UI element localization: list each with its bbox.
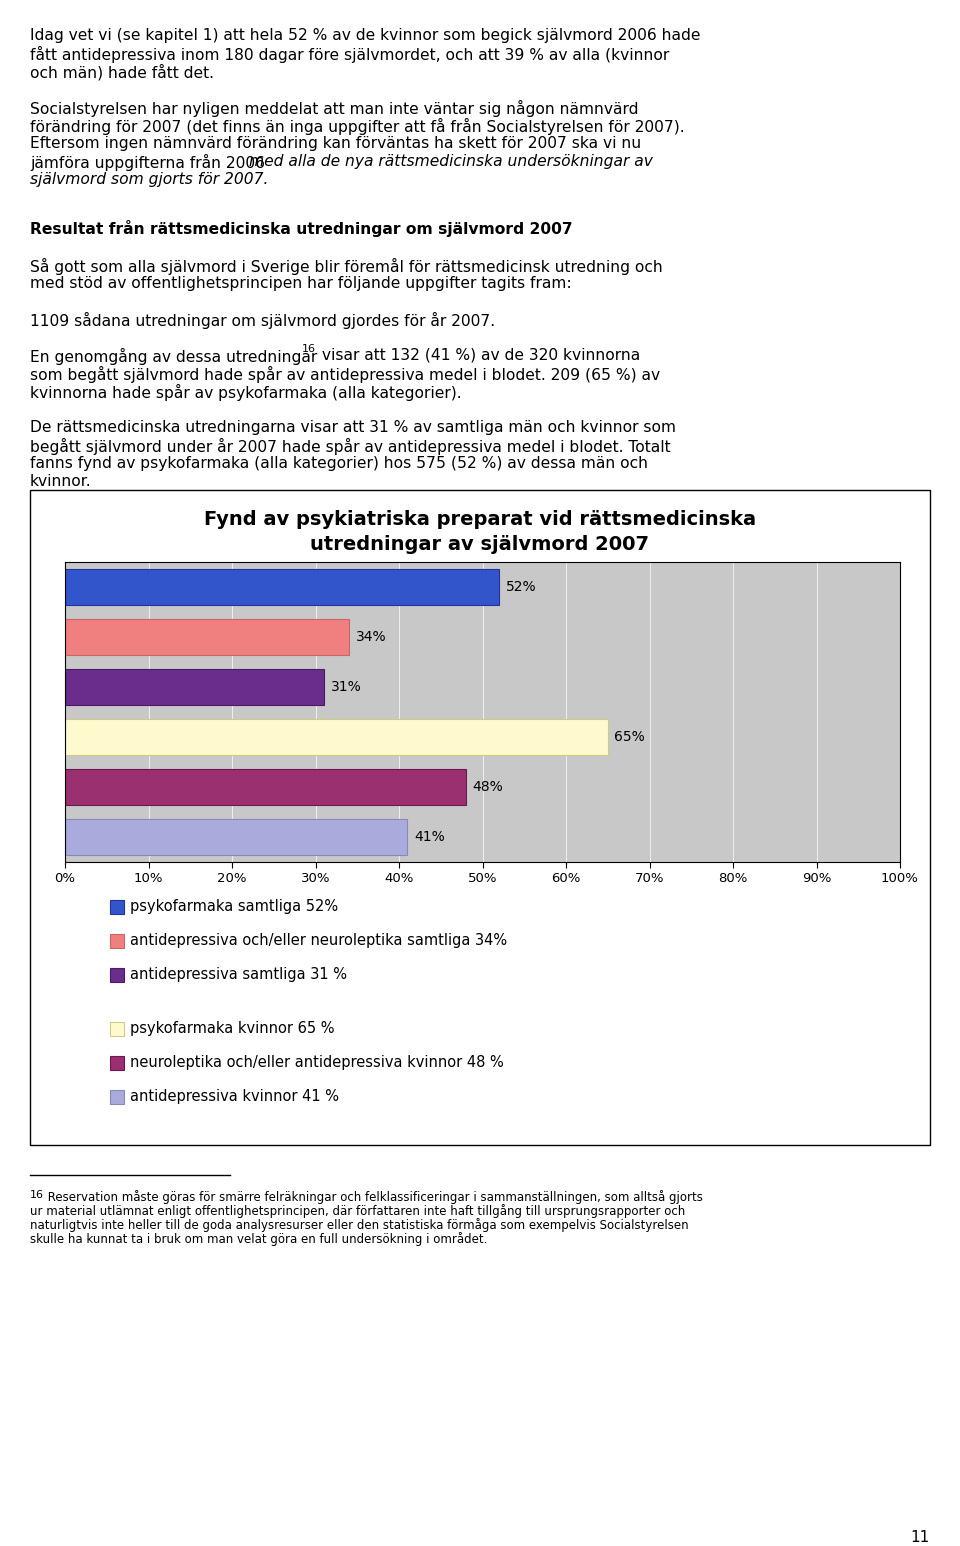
Text: fått antidepressiva inom 180 dagar före självmordet, och att 39 % av alla (kvinn: fått antidepressiva inom 180 dagar före … [30,46,669,63]
Text: fanns fynd av psykofarmaka (alla kategorier) hos 575 (52 %) av dessa män och: fanns fynd av psykofarmaka (alla kategor… [30,456,648,472]
Text: Eftersom ingen nämnvärd förändring kan förväntas ha skett för 2007 ska vi nu: Eftersom ingen nämnvärd förändring kan f… [30,136,641,152]
Text: Reservation måste göras för smärre felräkningar och felklassificeringar i samman: Reservation måste göras för smärre felrä… [44,1190,703,1204]
Bar [110,1090,124,1104]
Text: De rättsmedicinska utredningarna visar att 31 % av samtliga män och kvinnor som: De rättsmedicinska utredningarna visar a… [30,421,676,434]
Text: jämföra uppgifterna från 2006: jämföra uppgifterna från 2006 [30,155,270,172]
Text: naturligtvis inte heller till de goda analysresurser eller den statistiska förmå: naturligtvis inte heller till de goda an… [30,1218,688,1232]
Bar [30,490,930,1146]
Text: psykofarmaka samtliga 52%: psykofarmaka samtliga 52% [130,900,338,915]
Text: Socialstyrelsen har nyligen meddelat att man inte väntar sig någon nämnvärd: Socialstyrelsen har nyligen meddelat att… [30,100,638,117]
Bar [65,618,348,656]
Text: 52%: 52% [506,580,537,594]
Text: 1109 sådana utredningar om självmord gjordes för år 2007.: 1109 sådana utredningar om självmord gjo… [30,312,495,329]
Text: 65%: 65% [614,730,645,744]
Text: och män) hade fått det.: och män) hade fått det. [30,63,214,80]
Text: 31%: 31% [330,680,361,694]
Bar [65,669,324,705]
Text: utredningar av självmord 2007: utredningar av självmord 2007 [310,535,650,553]
Text: Resultat från rättsmedicinska utredningar om självmord 2007: Resultat från rättsmedicinska utredninga… [30,220,572,237]
Text: som begått självmord hade spår av antidepressiva medel i blodet. 209 (65 %) av: som begått självmord hade spår av antide… [30,366,660,383]
Bar [65,719,608,754]
Bar [65,569,499,604]
Text: Så gott som alla självmord i Sverige blir föremål för rättsmedicinsk utredning o: Så gott som alla självmord i Sverige bli… [30,258,662,275]
Bar [110,1056,124,1070]
Text: förändring för 2007 (det finns än inga uppgifter att få från Socialstyrelsen för: förändring för 2007 (det finns än inga u… [30,117,684,135]
Bar [110,1022,124,1036]
Text: 16: 16 [302,345,316,354]
Text: 11: 11 [911,1531,930,1544]
Bar [65,768,466,805]
Text: begått självmord under år 2007 hade spår av antidepressiva medel i blodet. Total: begått självmord under år 2007 hade spår… [30,438,671,455]
Text: visar att 132 (41 %) av de 320 kvinnorna: visar att 132 (41 %) av de 320 kvinnorna [317,348,640,363]
Bar [110,934,124,948]
Text: 48%: 48% [472,781,503,795]
Bar [110,968,124,982]
Text: kvinnor.: kvinnor. [30,475,91,489]
Text: Idag vet vi (se kapitel 1) att hela 52 % av de kvinnor som begick självmord 2006: Idag vet vi (se kapitel 1) att hela 52 %… [30,28,701,43]
Text: skulle ha kunnat ta i bruk om man velat göra en full undersökning i området.: skulle ha kunnat ta i bruk om man velat … [30,1232,488,1246]
Text: En genomgång av dessa utredningar: En genomgång av dessa utredningar [30,348,323,365]
Text: med alla de nya rättsmedicinska undersökningar av: med alla de nya rättsmedicinska undersök… [249,155,653,169]
Bar [65,819,407,855]
Text: antidepressiva kvinnor 41 %: antidepressiva kvinnor 41 % [130,1090,339,1104]
Text: ur material utlämnat enligt offentlighetsprincipen, där författaren inte haft ti: ur material utlämnat enligt offentlighet… [30,1204,685,1218]
Text: med stöd av offentlighetsprincipen har följande uppgifter tagits fram:: med stöd av offentlighetsprincipen har f… [30,277,571,291]
Text: neuroleptika och/eller antidepressiva kvinnor 48 %: neuroleptika och/eller antidepressiva kv… [130,1056,504,1070]
Text: psykofarmaka kvinnor 65 %: psykofarmaka kvinnor 65 % [130,1022,334,1036]
Text: 34%: 34% [355,631,386,645]
Text: Fynd av psykiatriska preparat vid rättsmedicinska: Fynd av psykiatriska preparat vid rättsm… [204,510,756,529]
Text: antidepressiva samtliga 31 %: antidepressiva samtliga 31 % [130,968,347,983]
Text: självmord som gjorts för 2007.: självmord som gjorts för 2007. [30,172,269,187]
Text: antidepressiva och/eller neuroleptika samtliga 34%: antidepressiva och/eller neuroleptika sa… [130,934,507,949]
Text: kvinnorna hade spår av psykofarmaka (alla kategorier).: kvinnorna hade spår av psykofarmaka (all… [30,383,462,400]
Text: 41%: 41% [414,830,444,844]
Text: 16: 16 [30,1190,44,1200]
Bar [110,900,124,914]
